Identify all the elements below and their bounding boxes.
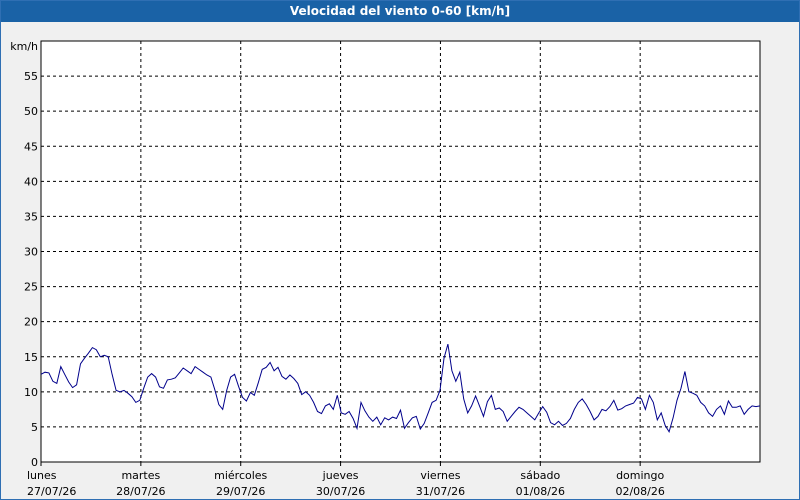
x-tick-day-label: martes [121, 469, 160, 482]
y-tick-label: 45 [24, 140, 38, 153]
x-tick-date-label: 02/08/26 [615, 485, 664, 498]
y-tick-label: 40 [24, 175, 38, 188]
x-tick-date-label: 30/07/26 [316, 485, 365, 498]
y-tick-label: 5 [31, 421, 38, 434]
y-tick-label: 0 [31, 456, 38, 469]
x-tick-date-label: 31/07/26 [416, 485, 465, 498]
y-tick-label: 50 [24, 105, 38, 118]
x-axis: lunes 27/07/26 martes 28/07/26 miércoles 29/0… [27, 462, 665, 498]
x-tick-date-label: 29/07/26 [216, 485, 265, 498]
x-tick-day-label: sábado [520, 469, 560, 482]
y-tick-label: 25 [24, 281, 38, 294]
y-tick-label: 35 [24, 210, 38, 223]
x-tick-day-label: domingo [616, 469, 664, 482]
x-tick-date-label: 28/07/26 [116, 485, 165, 498]
y-axis: 0 5 10 15 20 25 30 35 40 45 50 55 [24, 70, 38, 469]
y-tick-label: 15 [24, 351, 38, 364]
x-tick-day-label: miércoles [214, 469, 267, 482]
x-tick-date-label: 01/08/26 [516, 485, 565, 498]
x-tick-day-label: viernes [420, 469, 460, 482]
window-title: Velocidad del viento 0-60 [km/h] [1, 1, 799, 22]
y-tick-label: 55 [24, 70, 38, 83]
y-tick-label: 20 [24, 316, 38, 329]
x-tick-date-label: 27/07/26 [27, 485, 76, 498]
y-tick-label: 30 [24, 246, 38, 259]
x-tick-day-label: lunes [27, 469, 57, 482]
wind-speed-series-line [40, 343, 761, 434]
plot-area [40, 40, 761, 463]
y-tick-label: 10 [24, 386, 38, 399]
y-axis-label: km/h [10, 40, 38, 53]
x-tick-day-label: jueves [322, 469, 359, 482]
